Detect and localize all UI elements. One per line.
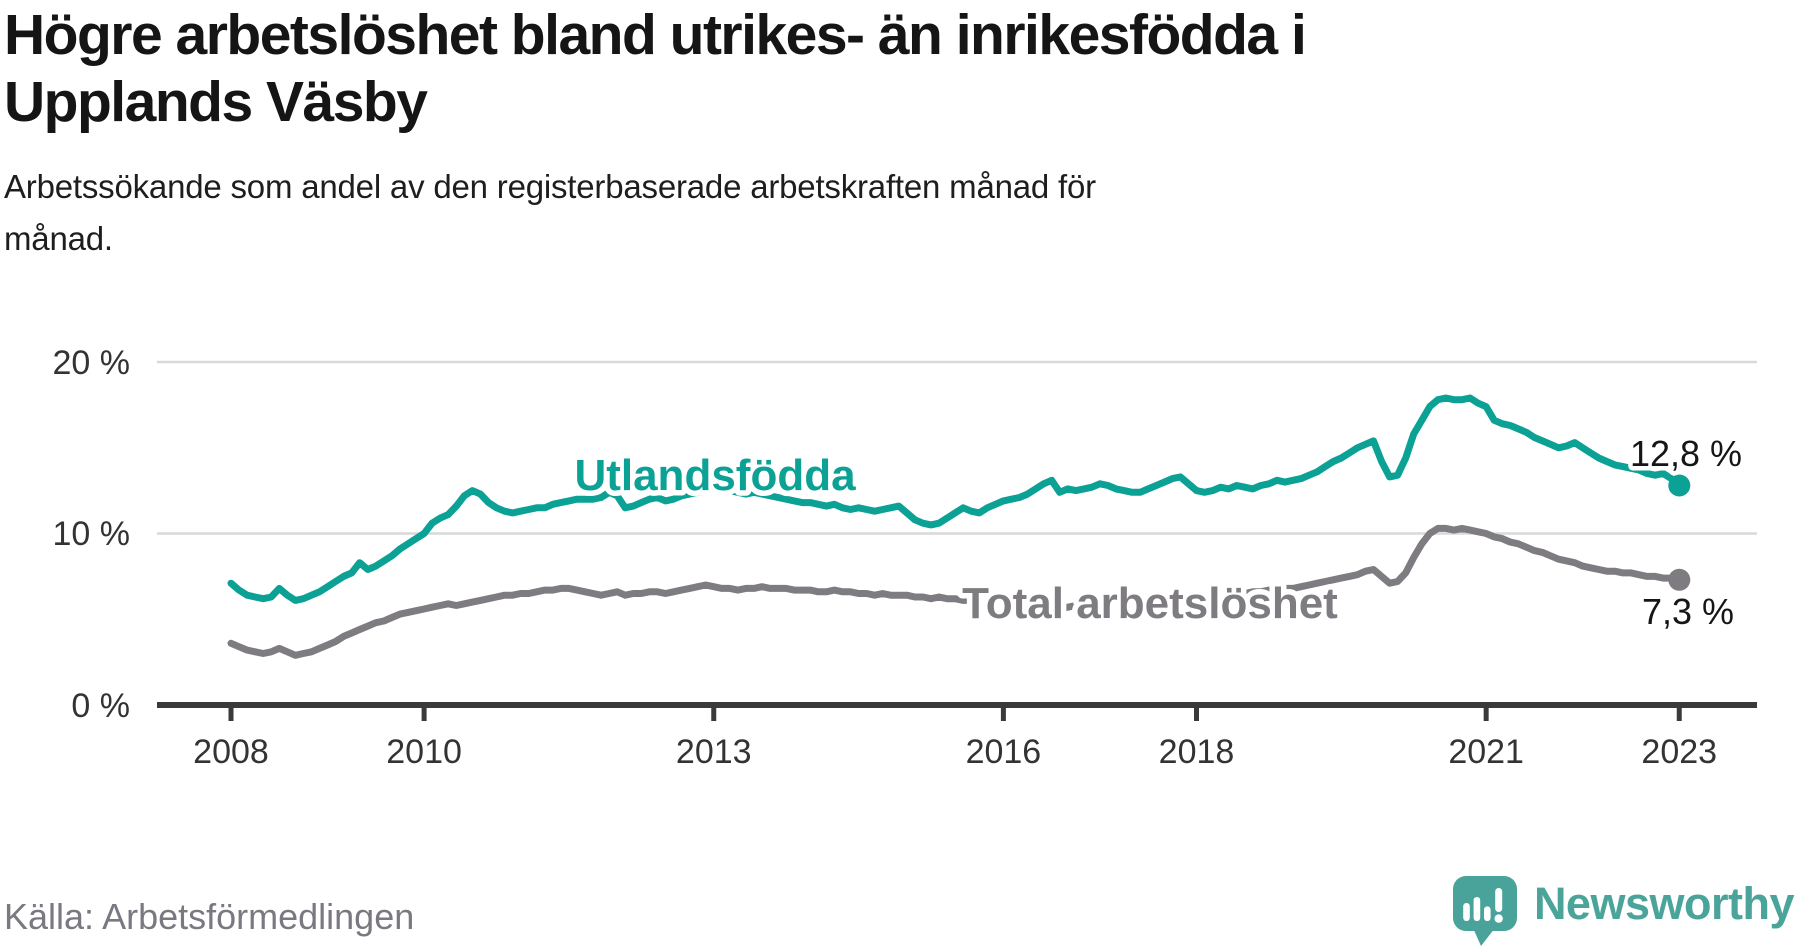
total-arbetsloshet-end-dot	[1668, 568, 1691, 591]
x-axis-tick-labels: 2008 2010 2013 2016 2018 2021 2023	[193, 733, 1717, 771]
page-title: Högre arbetslöshet bland utrikes- än inr…	[4, 2, 1764, 135]
utlandsfodda-end-value-label: 12,8 %	[1630, 433, 1742, 474]
source-note: Källa: Arbetsförmedlingen	[4, 896, 415, 937]
total-arbetsloshet-series-label: Total arbetslöshet	[962, 579, 1338, 628]
utlandsfodda-end-dot	[1668, 474, 1691, 497]
brand-lockup: Newsworthy	[1452, 876, 1795, 946]
total-arbetsloshet-line	[227, 524, 1683, 659]
chart-subtitle: Arbetssökande som andel av den registerb…	[4, 161, 1764, 263]
utlandsfodda-series-label: Utlandsfödda	[574, 451, 856, 500]
x-tick-label-2013: 2013	[676, 733, 752, 771]
title-line-1: Högre arbetslöshet bland utrikes- än inr…	[4, 3, 1307, 67]
y-tick-label-10: 10 %	[53, 515, 131, 553]
y-tick-label-0: 0 %	[71, 687, 130, 725]
title-line-2: Upplands Väsby	[4, 69, 428, 134]
brand-name: Newsworthy	[1533, 878, 1795, 929]
subtitle-line-2: månad.	[4, 219, 113, 257]
x-tick-label-2010: 2010	[386, 733, 462, 771]
newsworthy-logo-icon	[1452, 876, 1517, 946]
utlandsfodda-line	[227, 394, 1683, 604]
gridlines	[157, 360, 1757, 708]
x-tick-label-2008: 2008	[193, 733, 269, 771]
y-tick-label-20: 20 %	[53, 344, 131, 382]
x-tick-label-2021: 2021	[1448, 733, 1524, 771]
subtitle-line-1: Arbetssökande som andel av den registerb…	[4, 168, 1096, 206]
total-arbetsloshet-end-value-label: 7,3 %	[1642, 591, 1734, 632]
chart-header: Högre arbetslöshet bland utrikes- än inr…	[4, 2, 1764, 264]
x-tick-label-2023: 2023	[1641, 733, 1717, 771]
x-axis	[228, 705, 1682, 721]
y-axis-labels: 0 % 10 % 20 %	[53, 344, 131, 725]
x-tick-label-2016: 2016	[966, 733, 1042, 771]
x-tick-label-2018: 2018	[1159, 733, 1235, 771]
